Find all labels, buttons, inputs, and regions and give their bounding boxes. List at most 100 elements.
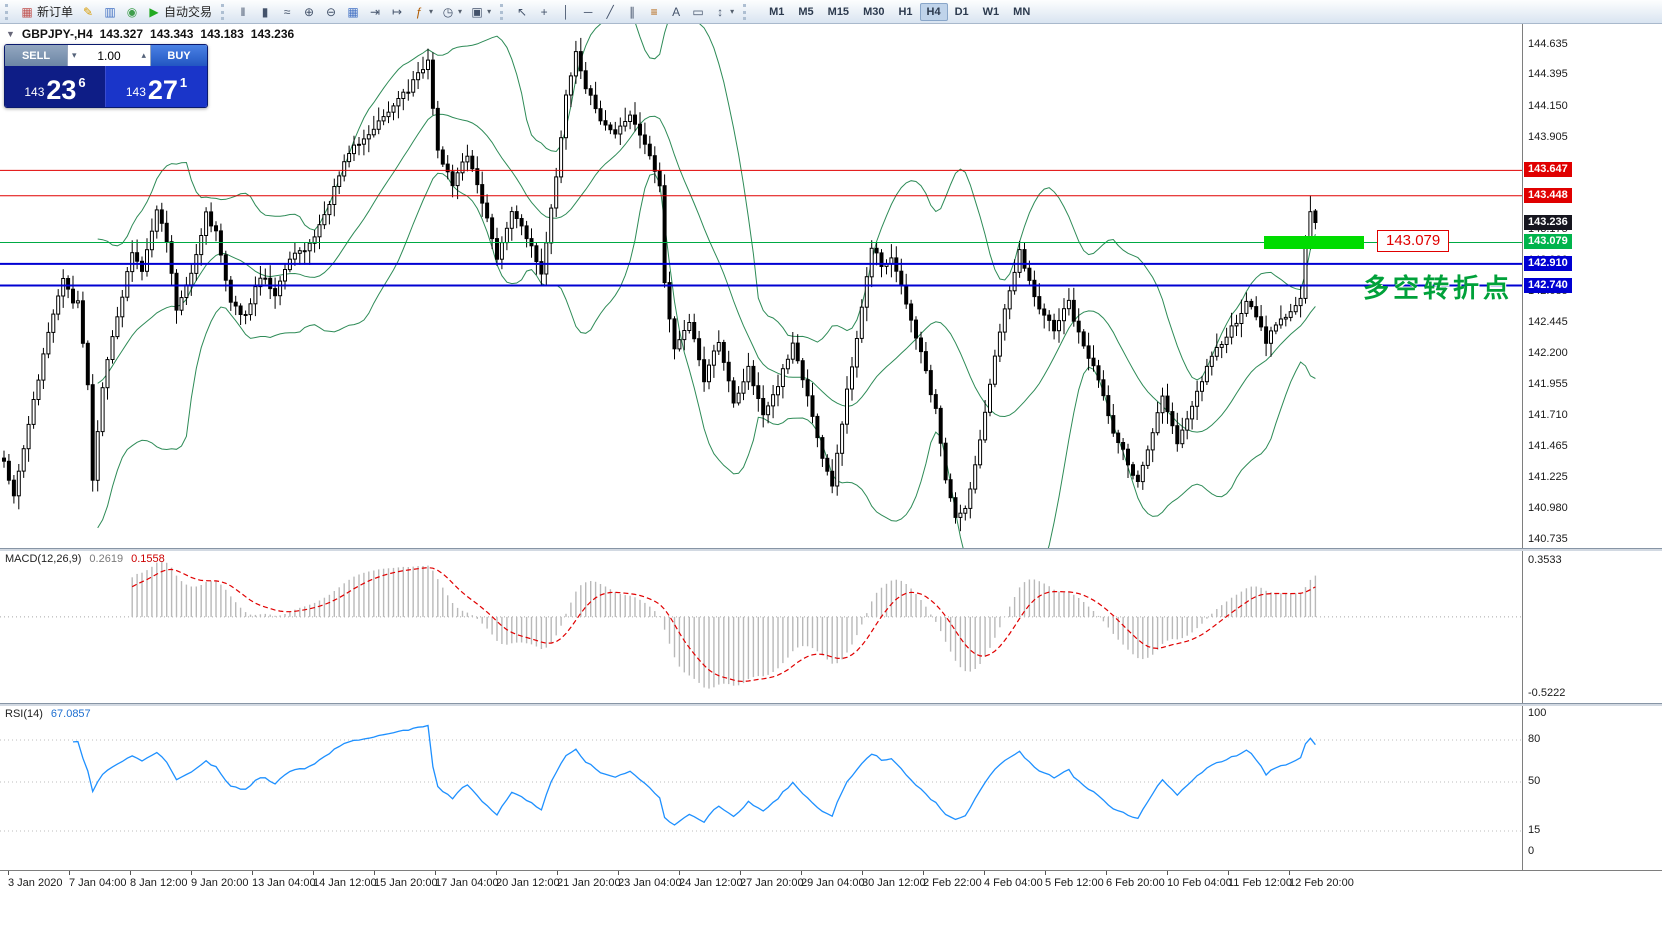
candles-series [2,37,1318,532]
line-chart-icon: ≈ [283,4,291,19]
arrows-button[interactable]: ↕ ▾ [709,2,738,22]
main-chart-plot[interactable] [0,24,1522,548]
timeframe-m5-button[interactable]: M5 [798,5,814,18]
candle [1234,322,1239,327]
candle [337,175,342,187]
sell-button[interactable]: SELL [5,45,67,66]
price-tick-label: 142.200 [1528,347,1568,359]
rsi-value: 67.0857 [50,708,91,720]
highlight-rectangle[interactable] [1264,236,1364,249]
candlestick-chart-icon[interactable]: ▮ [254,2,276,22]
price-callout-label[interactable]: 143.079 [1377,230,1450,252]
rsi-plot[interactable] [0,706,1522,870]
crosshair-icon[interactable]: + [533,2,555,22]
oct-toggle-icon[interactable]: ▼ [6,29,15,39]
indicators-icon: ƒ [415,4,423,19]
auto-scroll-icon[interactable]: ⇥ [364,2,386,22]
timeframe-d1-button[interactable]: D1 [954,5,969,18]
main-chart-pane[interactable]: 144.635144.395144.150143.905143.660143.4… [0,24,1662,548]
time-label: 4 Feb 04:00 [984,877,1043,889]
annotation-text[interactable]: 多空转折点 [1363,273,1514,303]
bar-chart-icon: ‖ [240,4,246,19]
cursor-icon[interactable]: ↖ [511,2,533,22]
time-axis: 3 Jan 2020 7 Jan 04:00 8 Jan 12:00 9 Jan 20… [0,870,1662,894]
text-label-icon[interactable]: ▭ [687,2,709,22]
candle [928,370,933,396]
candle [889,257,894,265]
bid-price[interactable]: 143 23 6 [5,66,106,107]
candle [253,286,258,305]
timeframe-m15-button[interactable]: M15 [827,5,850,18]
timeframe-h1-button[interactable]: H1 [898,5,913,18]
line-chart-icon[interactable]: ≈ [276,2,298,22]
volume-decrease-button[interactable]: ▾ [72,50,77,60]
tile-windows-icon[interactable]: ▦ [342,2,364,22]
price-tick-label: 141.225 [1528,471,1568,483]
candle [1081,331,1086,347]
bollinger-middle-band [97,113,1316,433]
candle [1150,432,1155,451]
candle [524,225,529,240]
candle [110,336,115,361]
pane-splitter[interactable] [0,703,1662,706]
zoom-in-icon[interactable]: ⊕ [298,2,320,22]
pane-splitter[interactable] [0,548,1662,551]
horizontal-line-icon: ─ [583,4,593,19]
arrows-icon: ↕ [717,4,724,19]
timeframe-w1-button[interactable]: W1 [982,5,1000,18]
macd-pane[interactable]: 0.3533 -0.5222 MACD(12,26,9) 0.2619 0.15… [0,551,1662,703]
timeframe-m30-button[interactable]: M30 [863,5,885,18]
candle [958,512,963,518]
candle [179,297,184,311]
zoom-out-icon[interactable]: ⊖ [320,2,342,22]
help-icon[interactable]: ◉ [121,2,143,22]
fibonacci-icon[interactable]: ≡ [643,2,665,22]
time-label: 24 Jan 12:00 [679,877,743,889]
candle [771,394,776,407]
candle [371,128,376,136]
time-label: 27 Jan 20:00 [740,877,804,889]
indicators-button[interactable]: ƒ ▾ [408,2,437,22]
trendline-icon[interactable]: ╱ [599,2,621,22]
timeframe-m1-button[interactable]: M1 [769,5,785,18]
candle [233,301,238,307]
bar-chart-icon[interactable]: ‖ [232,2,254,22]
chart-shift-icon[interactable]: ↦ [386,2,408,22]
candle [1135,474,1140,482]
time-label: 9 Jan 20:00 [191,877,249,889]
candle [1293,305,1298,313]
candle [815,415,820,439]
timeframe-h4-button[interactable]: H4 [919,2,948,21]
time-tick [679,871,680,875]
volume-increase-button[interactable]: ▴ [141,50,146,60]
candle [598,108,603,122]
candle [322,214,327,226]
ask-price[interactable]: 143 27 1 [106,66,207,107]
periods-icon: ◷ [442,4,454,19]
charts-window-icon[interactable]: ▥ [99,2,121,22]
rsi-pane[interactable]: 100 80 50 15 0 RSI(14) 67.0857 [0,706,1662,870]
candle [411,79,416,93]
macd-plot[interactable] [0,551,1522,703]
candle [396,98,401,107]
candle [80,300,85,344]
auto-trading-button[interactable]: ▶ 自动交易 [143,2,216,22]
new-order-button[interactable]: ▦ 新订单 [16,2,77,22]
templates-button[interactable]: ▣ ▾ [466,2,495,22]
horizontal-line-icon[interactable]: ─ [577,2,599,22]
buy-button[interactable]: BUY [151,45,207,66]
candle [243,314,248,316]
vertical-line-icon[interactable]: │ [555,2,577,22]
text-icon[interactable]: A [665,2,687,22]
candle [401,91,406,99]
candle [1283,316,1288,320]
periods-button[interactable]: ◷ ▾ [437,2,466,22]
candle [514,211,519,220]
metaeditor-icon[interactable]: ✎ [77,2,99,22]
candle [534,245,539,263]
candle [879,252,884,267]
volume-input[interactable]: 1.00 [97,48,121,63]
candle [199,235,204,256]
timeframe-mn-button[interactable]: MN [1013,5,1031,18]
equidistant-channel-icon[interactable]: ∥ [621,2,643,22]
